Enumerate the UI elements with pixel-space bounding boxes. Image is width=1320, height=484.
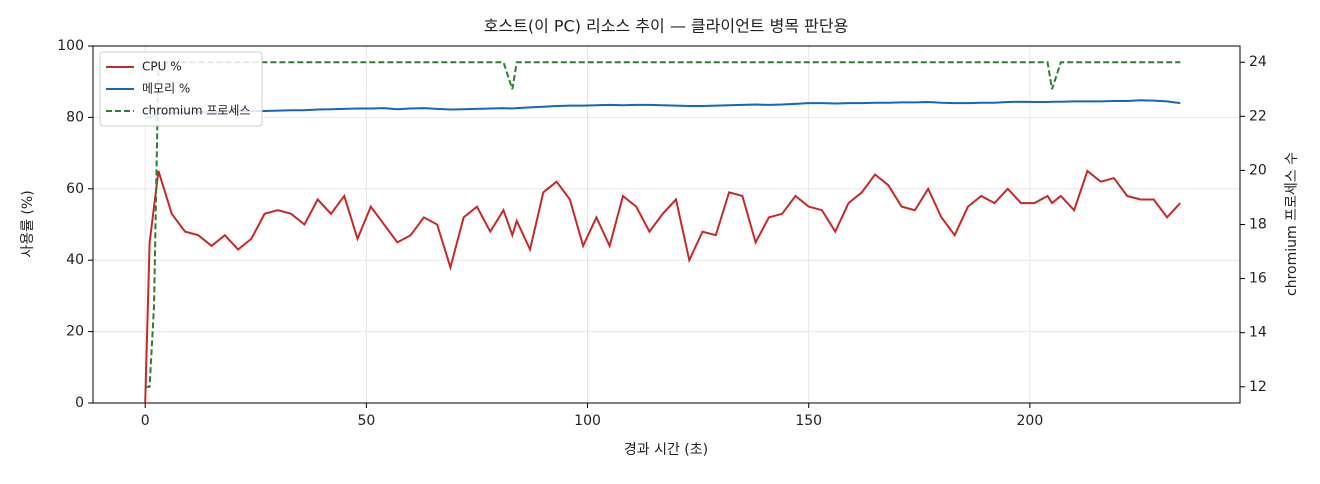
x-tick-label: 200	[1017, 413, 1044, 429]
y-tick-label: 100	[57, 38, 84, 54]
legend-label: chromium 프로세스	[142, 104, 251, 118]
data-line	[145, 61, 1181, 388]
x-tick-label: 100	[574, 413, 601, 429]
x-tick-label: 150	[795, 413, 822, 429]
data-line	[144, 169, 1182, 404]
x-tick-label: 0	[141, 413, 150, 429]
x-axis-label: 경과 시간 (초)	[624, 442, 708, 458]
chart-title: 호스트(이 PC) 리소스 추이 — 클라이언트 병목 판단용	[484, 17, 849, 36]
y-tick-label: 0	[75, 395, 84, 411]
y2-tick-label: 18	[1249, 217, 1267, 233]
y2-tick-label: 24	[1249, 54, 1267, 70]
y2-tick-label: 20	[1249, 162, 1267, 178]
y2-axis-label: chromium 프로세스 수	[1284, 152, 1300, 296]
y2-tick-label: 16	[1249, 271, 1267, 287]
y-tick-label: 80	[66, 109, 84, 125]
y2-tick-label: 14	[1249, 325, 1267, 341]
y-axis-label: 사용률 (%)	[20, 190, 36, 257]
y-tick-label: 20	[66, 324, 84, 340]
y-tick-label: 40	[66, 252, 84, 268]
data-line	[145, 99, 1181, 119]
y2-tick-label: 22	[1249, 108, 1267, 124]
y-tick-label: 60	[66, 181, 84, 197]
y2-tick-label: 12	[1249, 379, 1267, 395]
legend-label: CPU %	[142, 60, 182, 74]
legend-label: 메모리 %	[142, 82, 190, 96]
plot-frame	[92, 45, 1241, 404]
x-tick-label: 50	[357, 413, 375, 429]
legend-box	[99, 51, 263, 127]
